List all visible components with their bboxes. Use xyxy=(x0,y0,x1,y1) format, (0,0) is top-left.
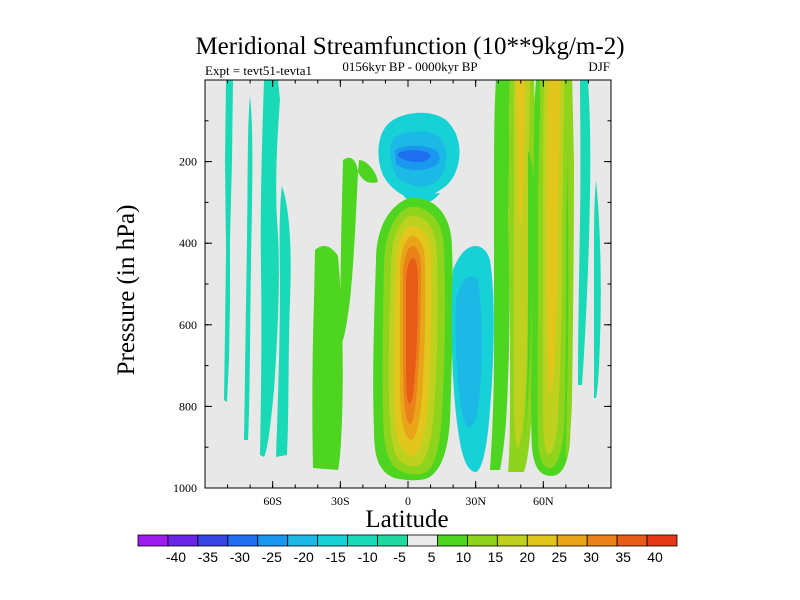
contour-tropical-positive xyxy=(373,197,453,481)
colorbar-swatch xyxy=(287,534,319,547)
colorbar-label: -30 xyxy=(230,549,250,565)
x-tick-label: 30S xyxy=(331,494,350,508)
y-tick-label: 800 xyxy=(179,399,197,413)
colorbar-swatch xyxy=(317,534,349,547)
contour-northern-positive xyxy=(490,80,601,476)
contour-southern-negative xyxy=(224,80,291,457)
colorbar-label: -20 xyxy=(294,549,314,565)
x-tick-label: 60S xyxy=(263,494,282,508)
experiment-label: Expt = tevt51-tevta1 xyxy=(205,63,312,78)
contour-northern-negative xyxy=(451,246,494,472)
colorbar-swatch xyxy=(586,534,618,547)
y-tick-label: 600 xyxy=(179,318,197,332)
contour-upper-negative xyxy=(378,112,460,204)
colorbar-label: -35 xyxy=(198,549,218,565)
colorbar-label: 20 xyxy=(520,549,536,565)
x-axis-title: Latitude xyxy=(365,506,448,533)
contour-fields xyxy=(224,80,601,481)
colorbar-swatch xyxy=(227,534,259,547)
y-tick-label: 400 xyxy=(179,236,197,250)
colorbar-swatch xyxy=(137,534,169,547)
x-tick-label: 60N xyxy=(533,494,554,508)
colorbar-swatch xyxy=(167,534,199,547)
colorbar-label: 5 xyxy=(428,549,436,565)
colorbar-swatch xyxy=(197,534,229,547)
colorbar-label: -15 xyxy=(326,549,346,565)
chart-title: Meridional Streamfunction (10**9kg/m-2) xyxy=(195,33,624,60)
colorbar-swatch xyxy=(257,534,289,547)
time-range-label: 0156kyr BP - 0000kyr BP xyxy=(342,59,477,74)
colorbar-label: 30 xyxy=(583,549,599,565)
colorbar-swatch xyxy=(377,534,408,547)
colorbar-label: -25 xyxy=(262,549,282,565)
x-axis: 60S 30S 0 30N 60N xyxy=(204,80,612,508)
colorbar-swatch xyxy=(466,534,498,547)
colorbar-label: -5 xyxy=(393,549,406,565)
colorbar-swatch xyxy=(556,534,588,547)
y-axis: 200 400 600 800 1000 xyxy=(173,79,611,495)
y-axis-title: Pressure (in hPa) xyxy=(113,205,140,376)
colorbar-swatch xyxy=(407,534,438,547)
colorbar-label: 10 xyxy=(456,549,472,565)
x-tick-label: 0 xyxy=(405,494,411,508)
colorbar-swatch xyxy=(526,534,558,547)
colorbar-label: 25 xyxy=(551,549,567,565)
y-tick-label: 200 xyxy=(179,155,197,169)
season-label: DJF xyxy=(588,59,610,74)
colorbar-swatch xyxy=(616,534,648,547)
colorbar-swatch xyxy=(646,534,678,547)
colorbar-label: 15 xyxy=(488,549,504,565)
colorbar-label: 40 xyxy=(647,549,663,565)
colorbar-swatch xyxy=(347,534,378,547)
x-tick-label: 30N xyxy=(465,494,486,508)
colorbar-swatch xyxy=(437,534,468,547)
colorbar: -40 -35 -30 -25 -20 -15 -10 -5 5 10 15 20 25 30 35 40 xyxy=(137,534,678,565)
colorbar-label: 35 xyxy=(615,549,631,565)
colorbar-label: -10 xyxy=(357,549,377,565)
colorbar-label: -40 xyxy=(166,549,186,565)
colorbar-swatch xyxy=(496,534,528,547)
contour-southern-positive xyxy=(312,157,378,470)
y-tick-label: 1000 xyxy=(173,481,197,495)
